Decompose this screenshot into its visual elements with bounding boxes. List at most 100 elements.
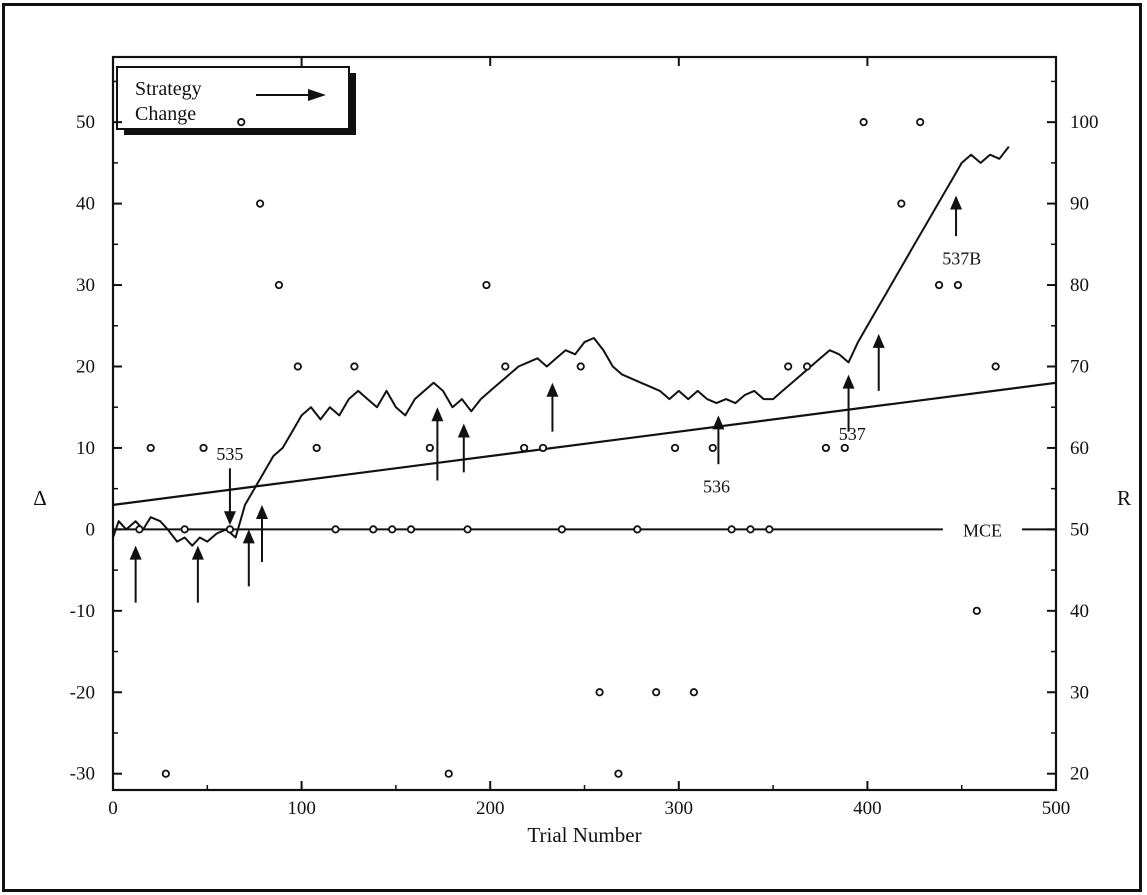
chart-frame — [2, 3, 1142, 892]
y-tick-label-left: 20 — [76, 356, 95, 377]
scatter-point — [897, 199, 906, 208]
annotation-536: 536 — [703, 477, 730, 497]
strategy-arrow-head — [431, 407, 444, 422]
scatter-point — [225, 525, 235, 534]
strategy-arrow-head — [950, 195, 963, 210]
scatter-point — [576, 362, 585, 371]
scatter-point — [689, 688, 698, 697]
x-tick-label: 100 — [287, 798, 316, 819]
legend-arrow-head — [308, 89, 326, 101]
y-tick-label-right: 40 — [1070, 601, 1089, 622]
strategy-arrow-head — [129, 545, 142, 560]
scatter-point — [934, 280, 944, 290]
annotation-537: 537 — [839, 424, 866, 444]
plot-area — [111, 55, 1058, 792]
y-tick-label-right: 100 — [1070, 112, 1099, 133]
scatter-point — [840, 443, 849, 453]
mce-label: MCE — [963, 520, 1002, 540]
x-tick-label: 0 — [108, 798, 118, 819]
strategy-arrow-head — [191, 545, 204, 560]
y-axis-title-left: Δ — [33, 486, 47, 510]
legend-line1: Strategy — [135, 78, 202, 100]
scatter-point — [991, 362, 1000, 371]
y-tick-label-left: 40 — [76, 194, 95, 215]
scatter-point — [765, 525, 774, 534]
scatter-point — [614, 769, 623, 778]
x-axis-title: Trial Number — [527, 823, 641, 847]
y-tick-label-right: 70 — [1070, 356, 1089, 377]
scatter-point — [331, 525, 340, 534]
y-tick-label-right: 50 — [1070, 519, 1089, 540]
annotation-535: 535 — [216, 444, 243, 464]
scatter-point — [670, 443, 680, 453]
legend: Strategy Change — [116, 66, 356, 135]
scatter-point — [463, 525, 472, 534]
annotation-537B: 537B — [942, 249, 981, 269]
y-tick-label-right: 60 — [1070, 438, 1089, 459]
scatter-point — [369, 525, 378, 534]
x-tick-label: 300 — [665, 798, 694, 819]
scatter-point — [388, 525, 397, 534]
scatter-point — [256, 199, 265, 208]
scatter-point — [784, 362, 793, 371]
y-tick-label-left: -10 — [70, 601, 95, 622]
y-tick-label-right: 30 — [1070, 682, 1089, 703]
scatter-point — [538, 443, 548, 453]
y-tick-label-right: 20 — [1070, 764, 1089, 785]
strategy-change-arrows — [129, 195, 963, 603]
scatter-point — [595, 688, 604, 697]
scatter-point — [916, 118, 925, 127]
scatter-point — [708, 443, 717, 453]
scatter-point — [802, 362, 812, 371]
x-tick-label: 200 — [476, 798, 505, 819]
strategy-arrow-head — [872, 333, 885, 348]
scatter-point — [727, 525, 736, 534]
series-regression-line — [112, 381, 1057, 506]
y-tick-label-left: 50 — [76, 112, 95, 133]
scatter-point — [953, 280, 963, 290]
scatter-point — [350, 362, 359, 371]
y-axis-title-right: R — [1117, 486, 1131, 510]
x-tick-label: 500 — [1042, 798, 1071, 819]
strategy-arrow-head — [712, 415, 725, 430]
scatter-point — [501, 362, 510, 371]
scatter-point — [746, 525, 755, 534]
scatter-point — [406, 525, 416, 534]
scatter-point — [135, 525, 144, 534]
strategy-arrow-head — [546, 382, 559, 397]
scatter-point — [482, 280, 491, 290]
scatter-point — [180, 525, 189, 534]
scatter-point — [859, 118, 868, 127]
strategy-arrow-head — [842, 374, 855, 389]
strategy-arrow-head — [457, 423, 470, 438]
scatter-point — [425, 443, 434, 453]
scatter-point — [274, 280, 284, 290]
y-tick-label-right: 90 — [1070, 194, 1089, 215]
y-tick-label-left: 0 — [86, 519, 96, 540]
scatter-point — [293, 362, 302, 371]
series-cumulative-deviation — [112, 145, 1010, 547]
strategy-arrow-head — [242, 529, 255, 544]
scatter-point — [821, 443, 831, 453]
scatter-point — [199, 443, 208, 453]
y-tick-label-left: 30 — [76, 275, 95, 296]
scatter-point — [520, 443, 529, 453]
scatter-point — [633, 525, 642, 534]
scatter-point — [312, 443, 321, 453]
arrow-535-head — [223, 511, 236, 526]
scatter-point — [557, 525, 566, 534]
scatter-point — [972, 606, 981, 615]
scatter-points — [135, 118, 1000, 778]
x-tick-label: 400 — [853, 798, 882, 819]
scatter-point — [444, 769, 453, 778]
y-tick-label-right: 80 — [1070, 275, 1089, 296]
ticks: 0 100 200 300 400 50050403020100-10-20-301009… — [70, 57, 1099, 819]
y-tick-label-left: -30 — [70, 764, 95, 785]
y-tick-label-left: 10 — [76, 438, 95, 459]
y-tick-label-left: -20 — [70, 682, 95, 703]
legend-line2: Change — [135, 103, 196, 125]
strategy-arrow-head — [255, 504, 268, 519]
annotations: 535 536 537 537B — [216, 249, 981, 497]
scatter-point — [652, 688, 661, 697]
